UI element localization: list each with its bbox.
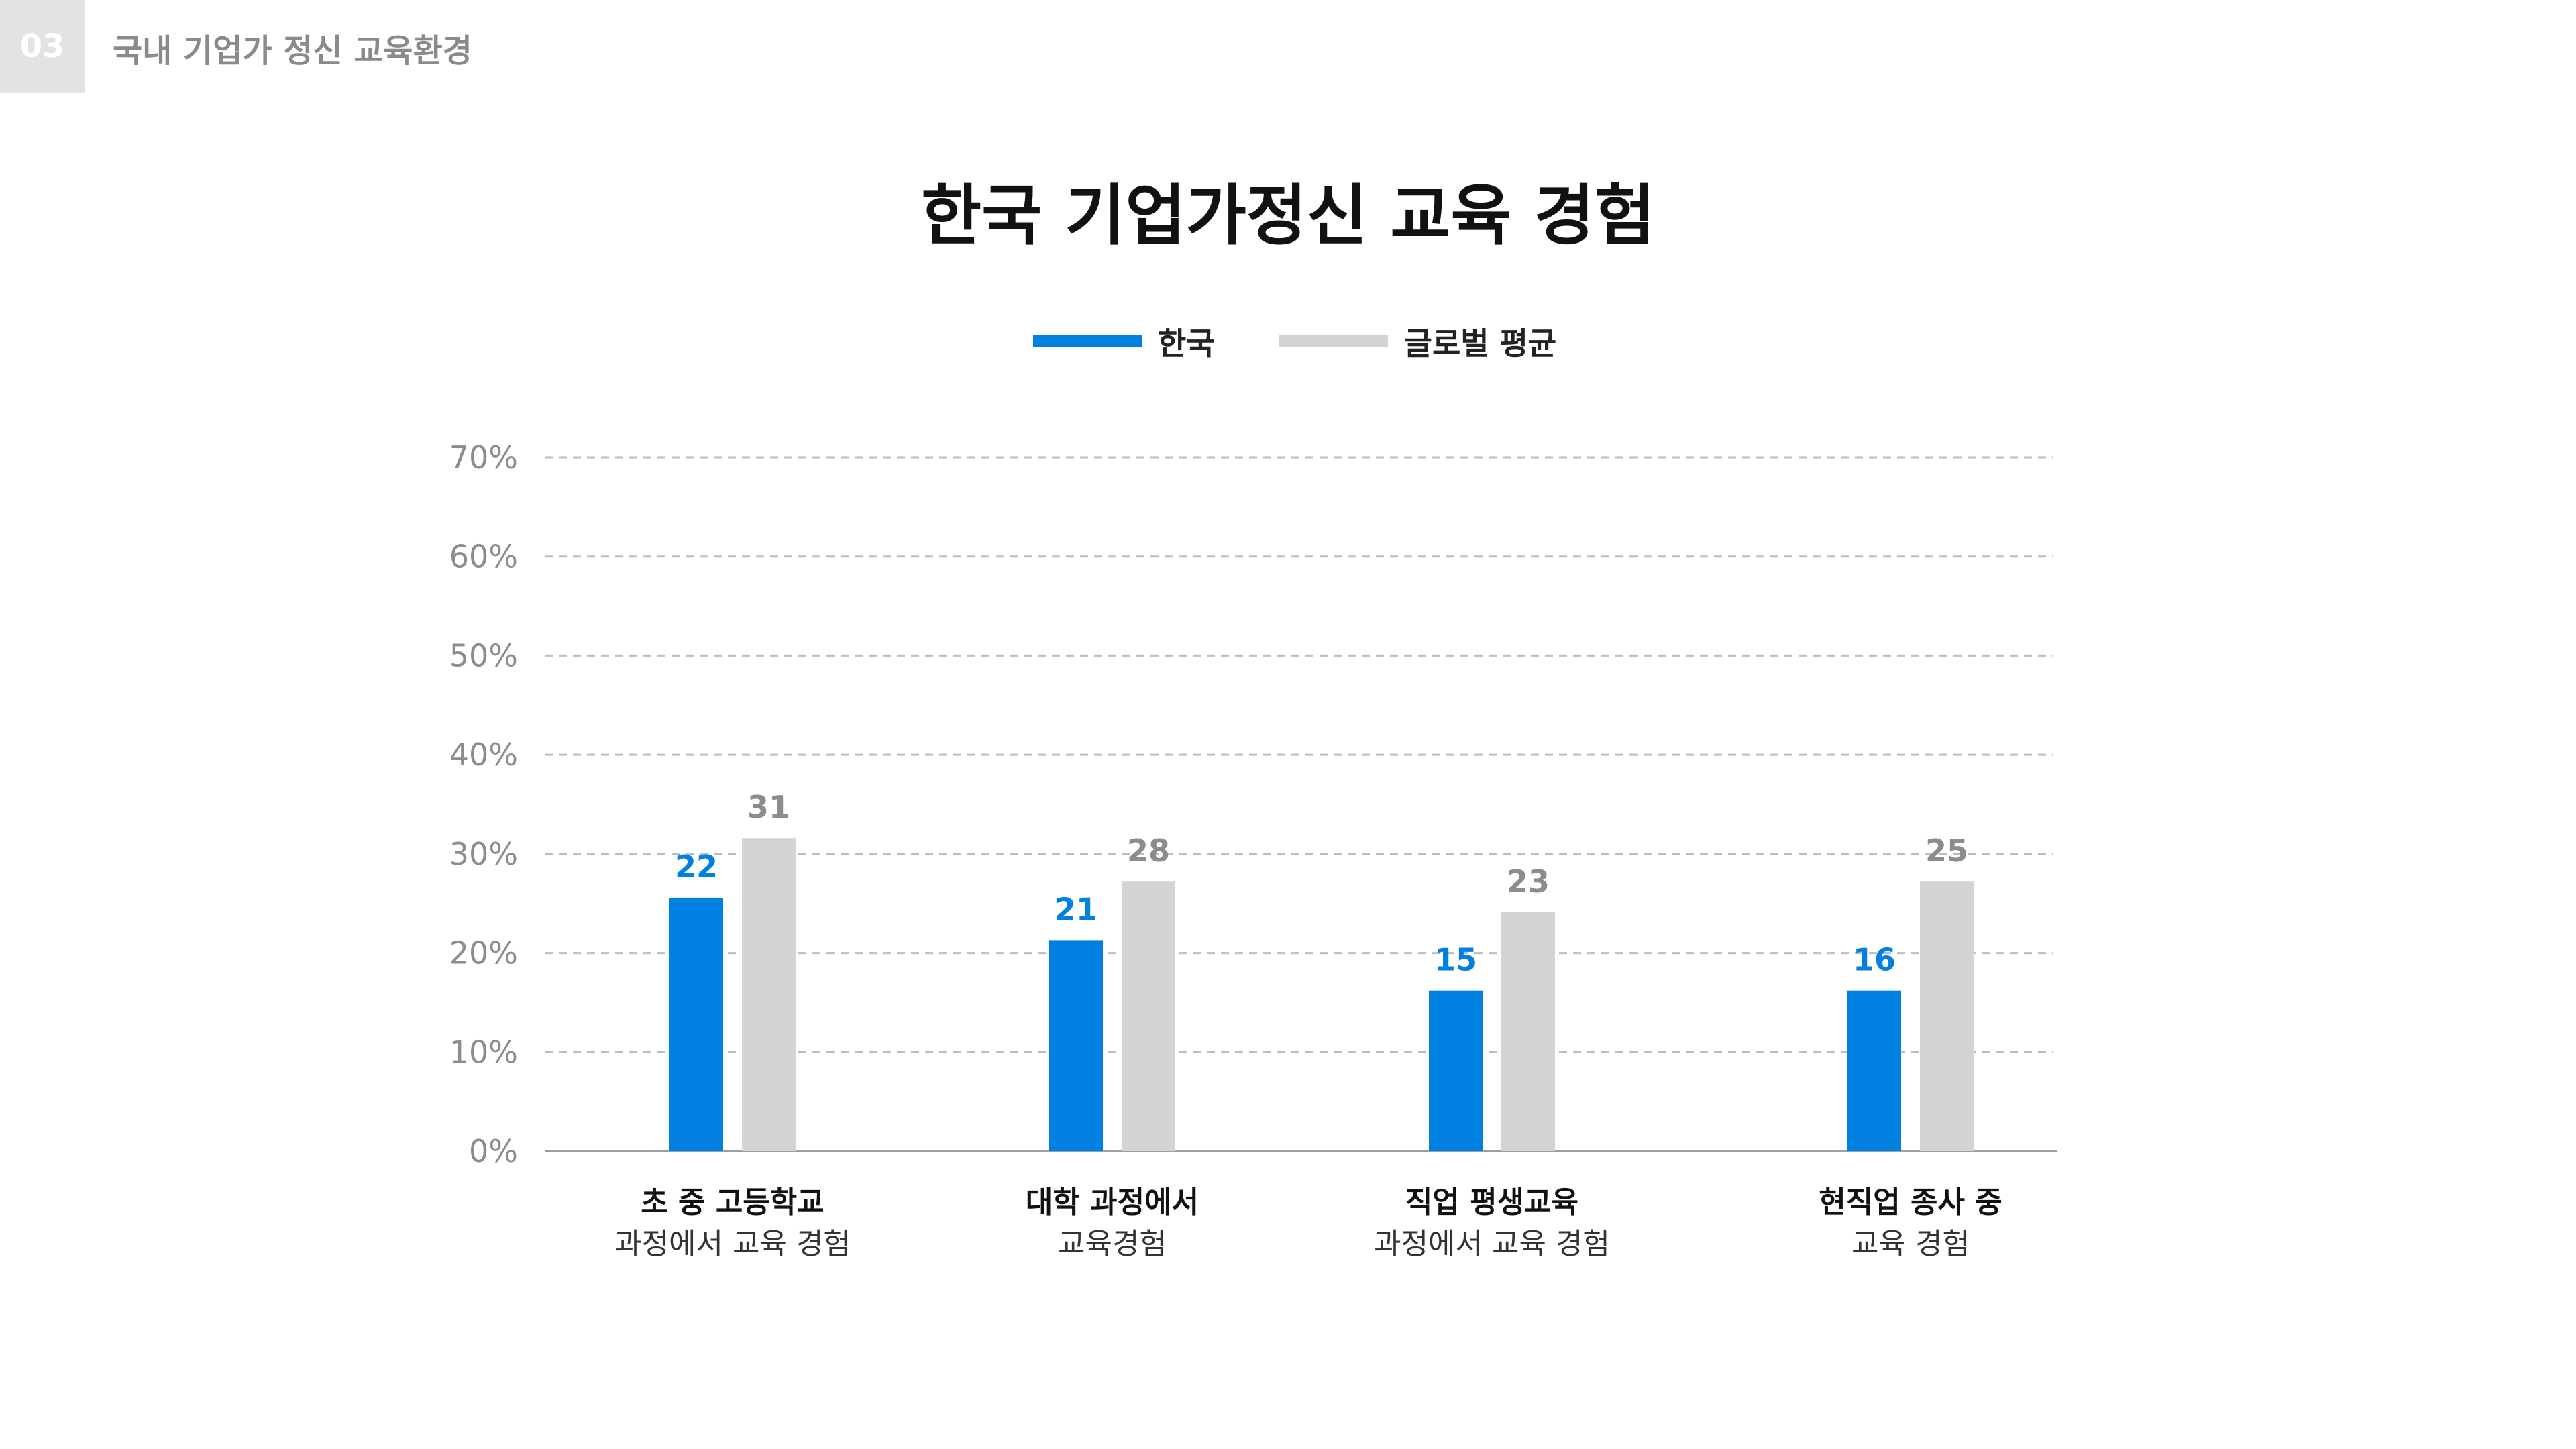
bar-global [1920,881,1974,1151]
y-tick-label: 20% [449,935,518,971]
legend-item-global: 글로벌 평균 [1279,319,1557,364]
legend-label-korea: 한국 [1158,325,1215,362]
legend-item-korea: 한국 [1033,319,1215,364]
data-label-korea: 16 [1853,942,1896,978]
bar-korea [1429,990,1483,1151]
y-tick-label: 40% [449,737,518,773]
bar-korea [669,897,723,1151]
legend-label-global: 글로벌 평균 [1403,325,1557,362]
section-title: 국내 기업가 정신 교육환경 [113,32,472,70]
y-tick-label: 0% [469,1133,518,1169]
chart-legend: 한국 글로벌 평균 [1033,318,1621,365]
data-label-global: 23 [1507,863,1550,900]
y-tick-label: 30% [449,836,518,872]
y-tick-label: 70% [449,439,518,476]
x-category-label-line1: 대학 과정에서 [1025,1185,1199,1220]
legend-swatch-global [1279,335,1388,347]
slide-number: 03 [19,28,65,65]
data-label-global: 25 [1925,833,1968,869]
y-tick-label: 50% [449,637,518,674]
x-category-label-line2: 과정에서 교육 경험 [1374,1227,1610,1261]
data-label-global: 28 [1127,833,1170,869]
y-tick-label: 60% [449,539,518,575]
legend-swatch-korea [1033,335,1142,347]
data-label-korea: 15 [1434,942,1477,978]
x-category-label-line1: 현직업 종사 중 [1819,1185,2002,1220]
data-label-global: 31 [747,789,790,825]
data-label-korea: 22 [675,849,718,885]
bar-korea [1049,940,1103,1151]
x-category-label-line1: 직업 평생교육 [1405,1185,1579,1220]
bar-global [1122,881,1175,1151]
x-category-label-line2: 교육경험 [1058,1227,1167,1261]
bar-global [1501,912,1555,1151]
y-tick-label: 10% [449,1034,518,1070]
data-label-korea: 21 [1055,891,1097,927]
x-category-label-line2: 교육 경험 [1851,1227,1970,1261]
slide-number-badge: 03 [0,0,85,93]
x-category-label-line1: 초 중 고등학교 [641,1185,824,1220]
x-category-label-line2: 과정에서 교육 경험 [614,1227,851,1261]
bar-korea [1847,990,1901,1151]
bar-global [742,838,796,1151]
chart-title: 한국 기업가정신 교육 경험 [920,178,1656,254]
